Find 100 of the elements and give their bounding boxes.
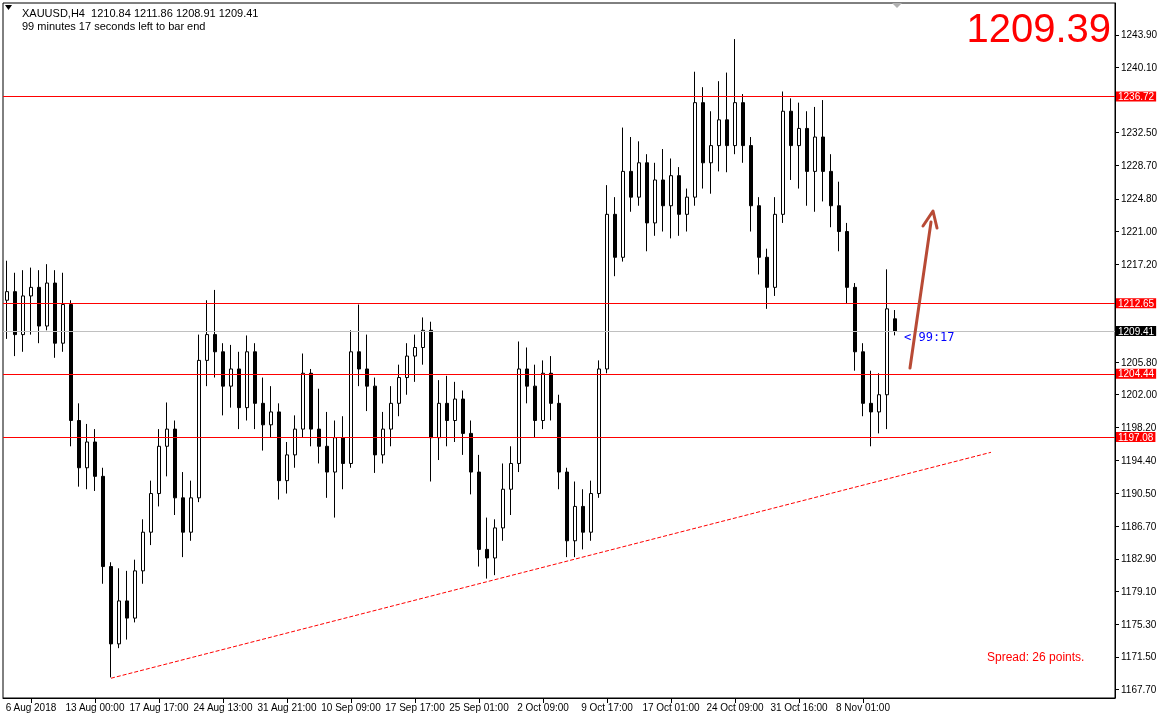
candlestick (477, 454, 481, 568)
candlestick (5, 260, 9, 340)
candlestick (453, 381, 457, 443)
candlestick (589, 480, 593, 542)
x-tick-label: 17 Sep 17:00 (385, 701, 446, 713)
candlestick (517, 340, 521, 473)
candlestick (853, 282, 857, 372)
y-tick-label: 1221.00 (1121, 226, 1158, 238)
candlestick (21, 269, 25, 353)
x-tick-label: 25 Sep 01:00 (449, 701, 510, 713)
candlestick (501, 462, 505, 542)
y-tick-label: 1243.90 (1121, 29, 1158, 41)
candlestick (637, 140, 641, 207)
candlestick (101, 467, 105, 585)
candlestick (765, 248, 769, 310)
candlestick (365, 334, 369, 412)
candlestick (285, 441, 289, 495)
candlestick (717, 80, 721, 172)
candlestick (29, 267, 33, 336)
ref-line-label: 1209.41 (1118, 325, 1155, 337)
candlestick (189, 480, 193, 542)
candlestick (805, 110, 809, 207)
ref-line-label: 1204.44 (1118, 368, 1155, 380)
candlestick (429, 321, 433, 483)
y-tick-label: 1194.40 (1121, 454, 1157, 466)
candlestick (733, 38, 737, 155)
candlestick (533, 364, 537, 439)
candlestick (213, 289, 217, 379)
candlestick (309, 368, 313, 447)
y-tick-label: 1179.10 (1121, 585, 1157, 597)
candlestick (69, 299, 73, 447)
candlestick (333, 420, 337, 519)
candlestick (653, 162, 657, 237)
candlestick (709, 110, 713, 195)
candlestick (37, 269, 41, 344)
x-tick-label: 10 Sep 09:00 (321, 701, 382, 713)
candlestick (165, 401, 169, 477)
candlestick (205, 299, 209, 387)
x-tick-label: 2 Oct 09:00 (517, 701, 570, 713)
x-tick-label: 9 Oct 17:00 (581, 701, 634, 713)
y-tick-label: 1217.20 (1121, 258, 1158, 270)
candlestick (181, 471, 185, 558)
y-tick-label: 1198.20 (1121, 421, 1157, 433)
candlestick (677, 166, 681, 237)
candlestick (693, 71, 697, 207)
candlestick (357, 304, 361, 387)
y-tick-label: 1232.50 (1121, 127, 1158, 139)
y-tick-label: 1228.70 (1121, 159, 1158, 171)
candlestick (221, 342, 225, 416)
y-tick-label: 1240.10 (1121, 61, 1158, 73)
candlestick (469, 420, 473, 495)
candlestick (349, 329, 353, 469)
candlestick (613, 196, 617, 277)
candlestick (197, 334, 201, 503)
candlestick (157, 428, 161, 507)
candlestick (61, 272, 65, 353)
x-tick-label: 13 Aug 00:00 (65, 701, 125, 713)
y-tick-label: 1175.30 (1121, 618, 1157, 630)
candlestick (301, 353, 305, 439)
candlestick (597, 359, 601, 499)
candlestick (781, 90, 785, 224)
x-tick-label: 8 Nov 01:00 (836, 701, 891, 713)
y-tick-label: 1182.90 (1121, 553, 1157, 565)
candlestick (173, 420, 177, 516)
y-tick-label: 1171.50 (1121, 651, 1157, 663)
candlestick (381, 411, 385, 464)
candlestick (645, 153, 649, 252)
annotation: < 99:17 (904, 330, 955, 344)
x-tick-label: 17 Aug 17:00 (129, 701, 189, 713)
ref-line-label: 1212.65 (1118, 297, 1155, 309)
candlestick (621, 127, 625, 263)
candlestick (685, 188, 689, 233)
candlestick (869, 370, 873, 447)
y-tick-label: 1202.00 (1121, 389, 1158, 401)
ref-line-label: 1236.72 (1118, 90, 1155, 102)
candlestick (813, 106, 817, 213)
x-tick-label: 24 Aug 13:00 (193, 701, 253, 713)
candlestick (77, 402, 81, 488)
candlestick (53, 269, 57, 359)
candlestick (325, 411, 329, 499)
candlestick (893, 309, 897, 336)
candlestick (549, 355, 553, 422)
candlestick (93, 428, 97, 492)
candlestick (557, 394, 561, 490)
y-tick-label: 1167.70 (1121, 683, 1157, 695)
candlestick (725, 72, 729, 173)
candlestick (629, 136, 633, 213)
candlestick (373, 377, 377, 474)
y-tick-label: 1224.80 (1121, 193, 1158, 205)
chart-title: XAUUSD,H4 1210.84 1211.86 1208.91 1209.41 (22, 6, 259, 19)
candlestick (141, 518, 145, 585)
text: 99 minutes 17 seconds left to bar end (22, 19, 206, 32)
candlestick (701, 86, 705, 190)
candlestick (45, 263, 49, 331)
candlestick (821, 99, 825, 202)
candlestick (885, 268, 889, 430)
annotation: 1209.39 (966, 6, 1111, 50)
candlestick (253, 342, 257, 430)
candlestick (773, 196, 777, 297)
candlestick (877, 372, 881, 434)
